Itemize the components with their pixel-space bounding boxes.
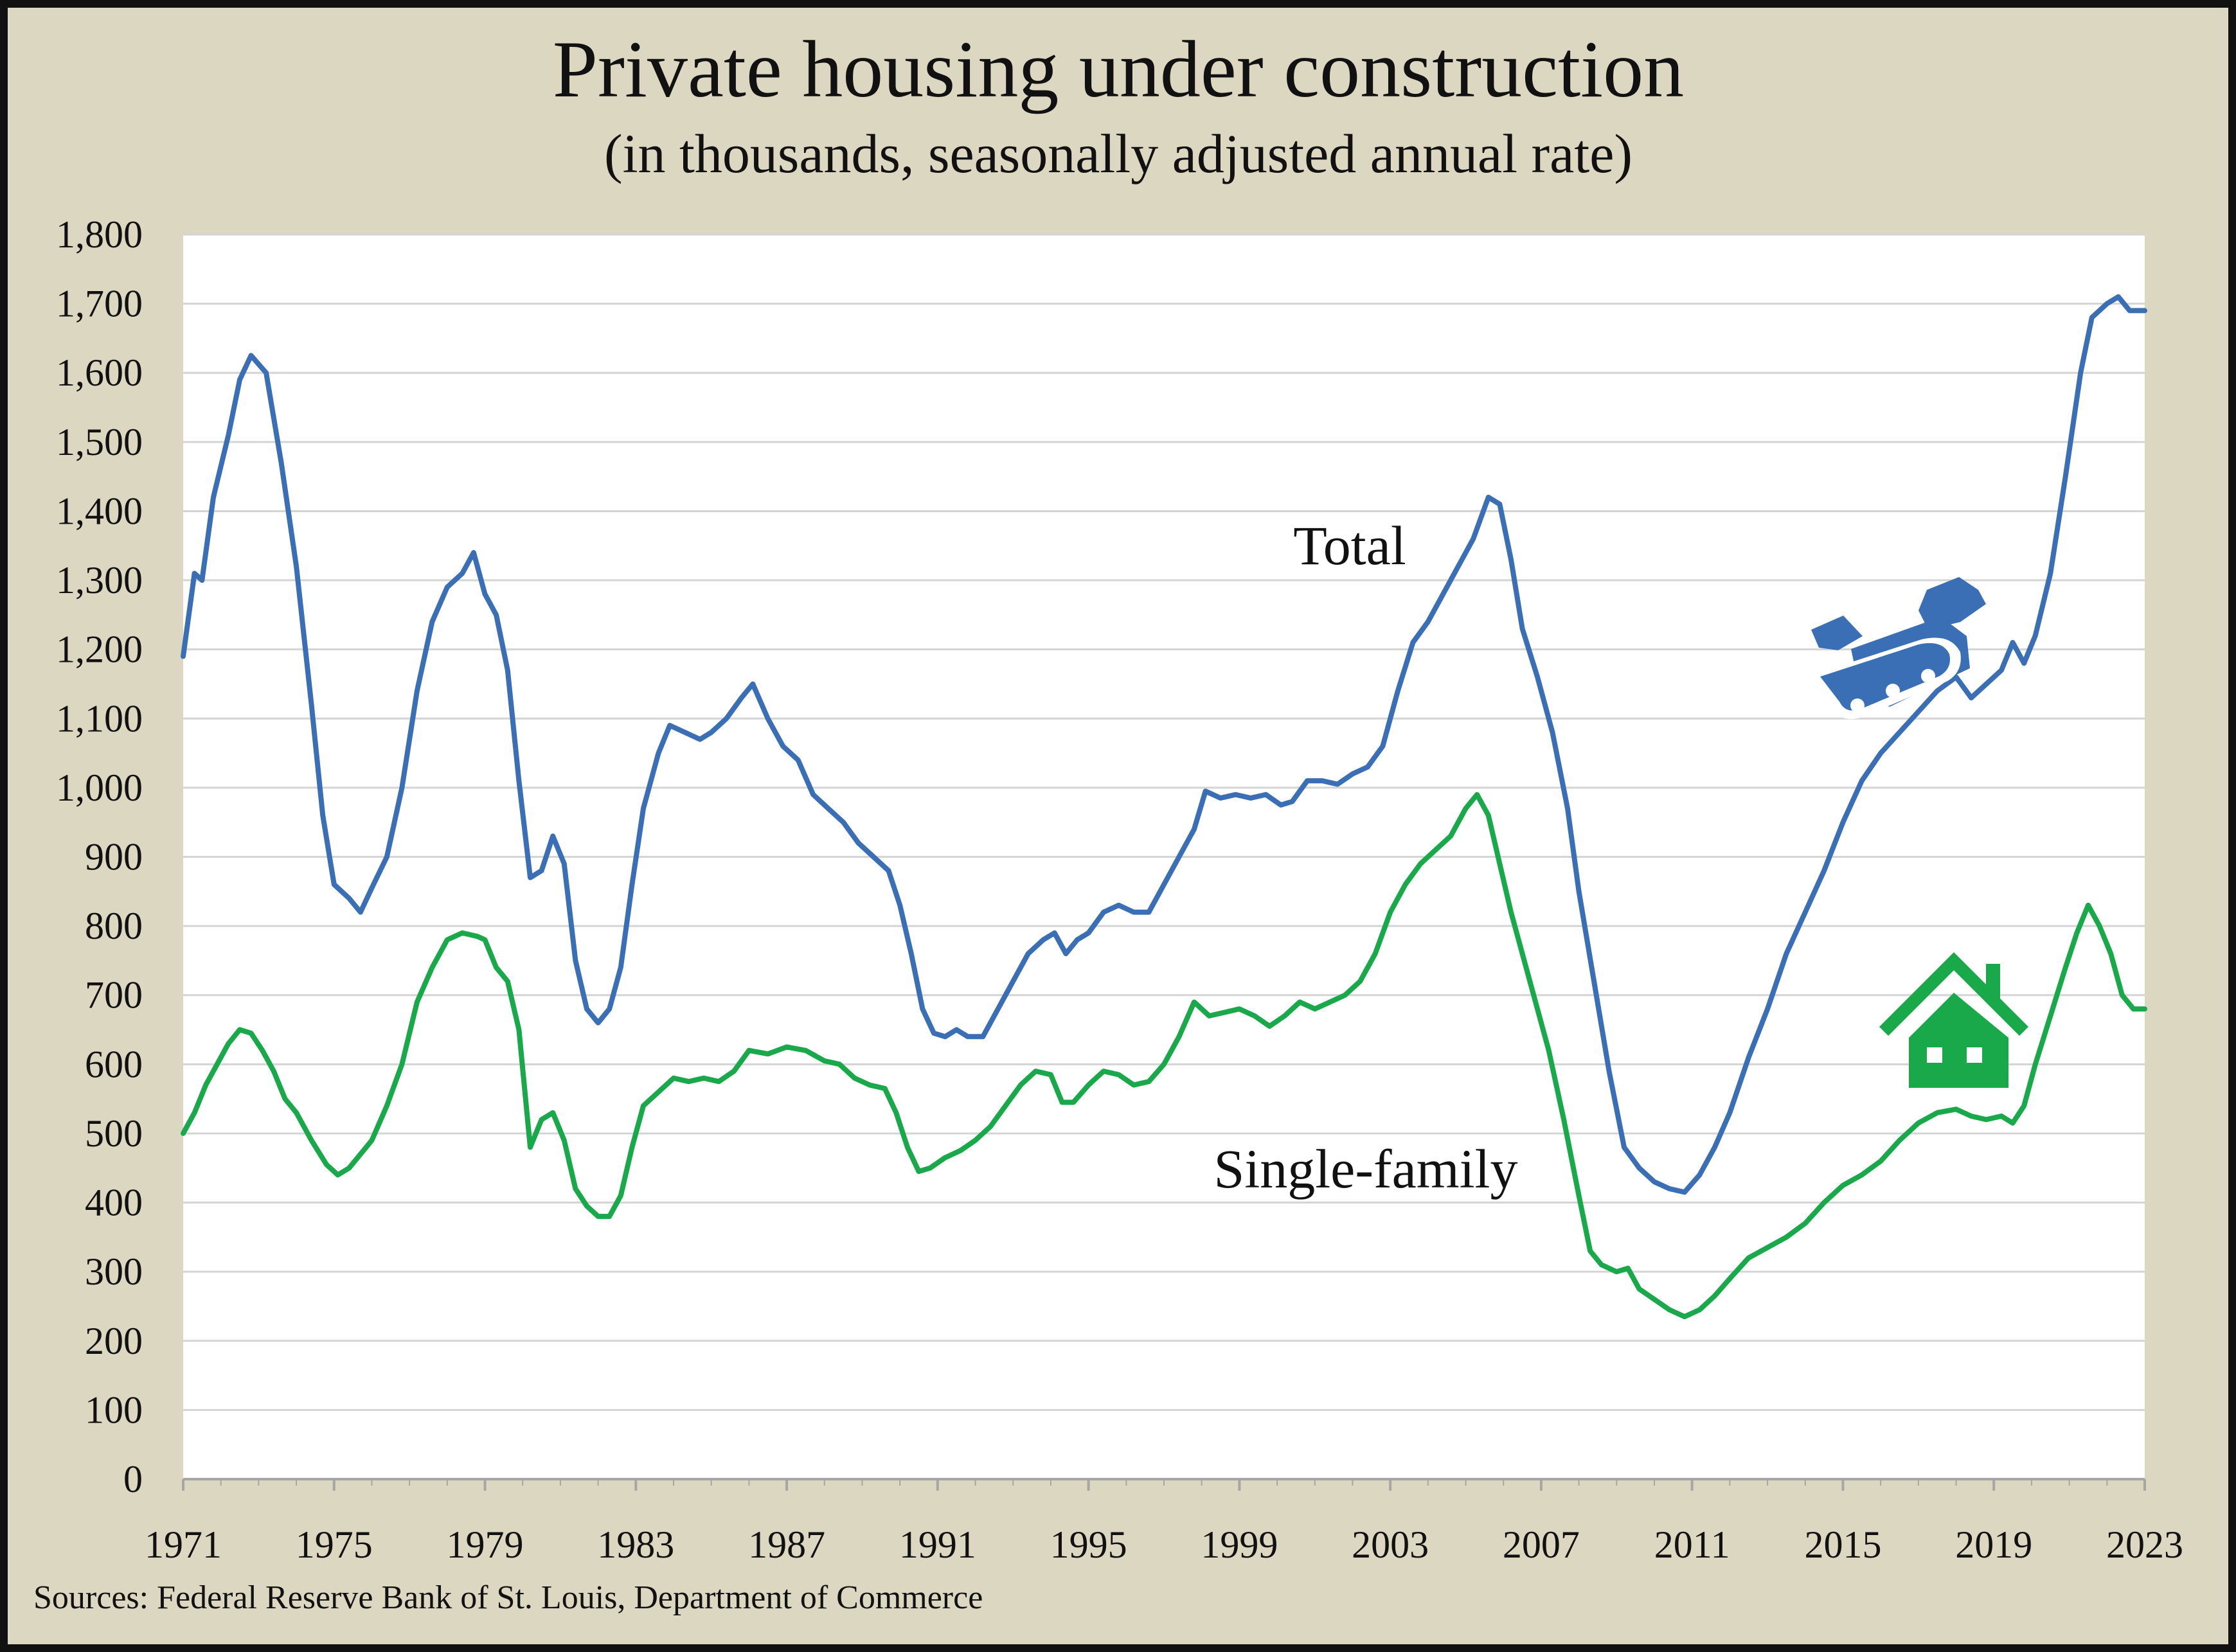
y-tick-label: 900 xyxy=(85,836,143,878)
y-tick-label: 1,400 xyxy=(56,490,143,532)
house-icon xyxy=(1879,952,2028,1088)
y-tick-label: 1,000 xyxy=(56,767,143,809)
x-tick-label: 1999 xyxy=(1201,1523,1278,1566)
y-tick-label: 300 xyxy=(85,1250,143,1293)
single-family-series-label: Single-family xyxy=(1214,1138,1518,1200)
y-tick-label: 800 xyxy=(85,905,143,947)
y-tick-label: 1,800 xyxy=(56,213,143,256)
y-tick-label: 1,200 xyxy=(56,628,143,671)
y-axis-ticks: 0 100 200 300 400 500 600 700 800 900 1,000 1,100 1,… xyxy=(56,213,143,1500)
bulldozer-icon xyxy=(1811,577,1986,720)
y-tick-label: 1,500 xyxy=(56,421,143,463)
y-tick-label: 600 xyxy=(85,1043,143,1085)
x-tick-label: 1979 xyxy=(447,1523,524,1566)
y-tick-label: 100 xyxy=(85,1389,143,1431)
y-tick-label: 1,600 xyxy=(56,351,143,394)
y-tick-label: 200 xyxy=(85,1320,143,1362)
x-tick-label: 1987 xyxy=(748,1523,825,1566)
y-tick-label: 1,700 xyxy=(56,283,143,325)
y-tick-label: 500 xyxy=(85,1112,143,1155)
y-tick-label: 0 xyxy=(123,1458,143,1500)
x-tick-label: 2007 xyxy=(1503,1523,1580,1566)
y-tick-label: 700 xyxy=(85,974,143,1017)
x-tick-label: 2019 xyxy=(1955,1523,2032,1566)
chart-title: Private housing under construction xyxy=(553,25,1684,114)
y-tick-label: 1,300 xyxy=(56,559,143,601)
x-tick-label: 1975 xyxy=(296,1523,373,1566)
y-tick-label: 400 xyxy=(85,1182,143,1224)
source-note: Sources: Federal Reserve Bank of St. Lou… xyxy=(33,1579,983,1616)
chart-subtitle: (in thousands, seasonally adjusted annua… xyxy=(604,123,1632,184)
total-series-line xyxy=(181,294,2147,1195)
x-tick-label: 1971 xyxy=(145,1523,222,1566)
single-family-series-line xyxy=(181,792,2147,1320)
x-tick-label: 1995 xyxy=(1050,1523,1127,1566)
y-tick-label: 1,100 xyxy=(56,697,143,740)
x-tick-label: 1991 xyxy=(899,1523,976,1566)
x-tick-label: 2003 xyxy=(1352,1523,1429,1566)
x-tick-label: 2015 xyxy=(1804,1523,1881,1566)
x-tick-label: 2011 xyxy=(1654,1523,1730,1566)
x-axis-ticks: 1971 1975 1979 1983 1987 1991 1995 1999 2003 2007… xyxy=(145,1479,2183,1566)
x-tick-label: 2023 xyxy=(2106,1523,2183,1566)
x-tick-label: 1983 xyxy=(597,1523,674,1566)
total-series-label: Total xyxy=(1293,515,1406,576)
